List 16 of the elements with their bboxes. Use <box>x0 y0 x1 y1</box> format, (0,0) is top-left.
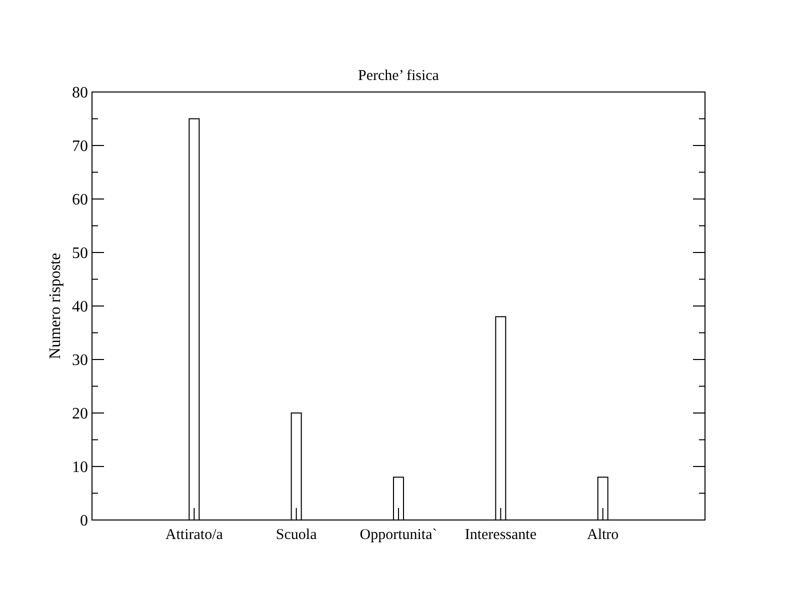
y-tick-label: 30 <box>72 352 88 370</box>
y-tick-label: 50 <box>72 245 88 262</box>
x-tick-label: Opportunita` <box>360 527 438 543</box>
y-axis-title: Numero risposte <box>47 252 64 360</box>
y-tick-label: 40 <box>72 298 88 316</box>
y-tick-label: 80 <box>72 84 88 102</box>
chart-title: Perche’ fisica <box>358 68 440 84</box>
x-tick-label: Interessante <box>464 527 537 543</box>
y-tick-label: 0 <box>80 512 88 530</box>
y-tick-label: 20 <box>72 406 88 423</box>
y-tick-label: 10 <box>72 459 88 476</box>
y-tick-label: 70 <box>72 138 88 156</box>
y-tick-label: 60 <box>72 192 88 209</box>
x-tick-label: Attirato/a <box>165 527 224 543</box>
x-tick-label: Scuola <box>276 527 318 543</box>
x-tick-label: Altro <box>586 527 619 543</box>
